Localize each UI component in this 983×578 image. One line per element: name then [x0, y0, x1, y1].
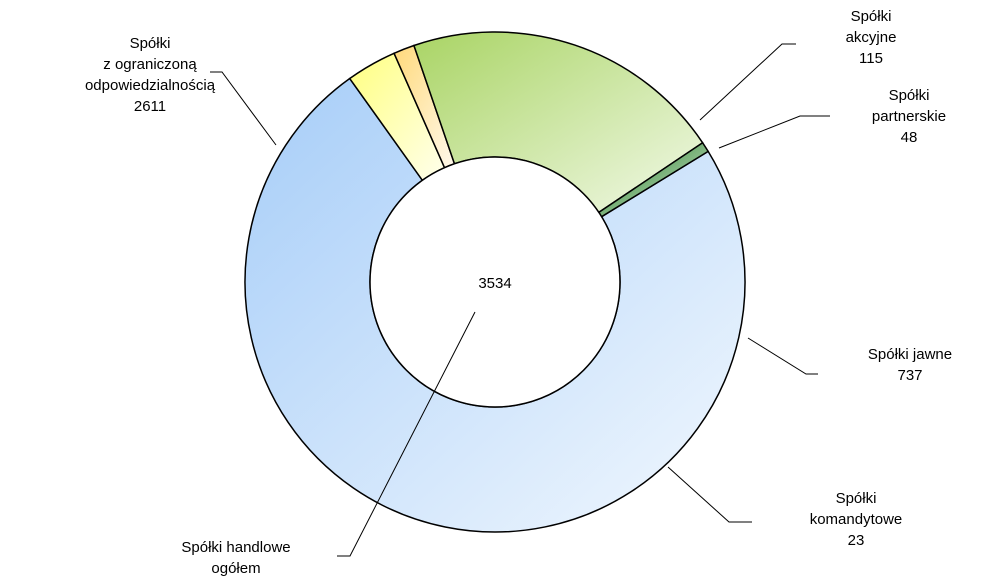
label-spolki-z-ograniczona-odpowiedzialnoscia: Spółki z ograniczoną odpowiedzialnością 261… — [85, 35, 216, 115]
label-spolki-jawne: Spółki jawne 737 — [868, 346, 952, 384]
label-center-callout: Spółki handlowe ogółem — [181, 539, 290, 577]
leader-line-center — [337, 311, 476, 557]
donut-hole — [369, 156, 621, 408]
leader-line-spolki-partnerskie — [718, 115, 830, 149]
center-callout: Spółki handlowe ogółem — [181, 311, 476, 577]
leader-lines — [210, 43, 830, 523]
leader-line-spolki-z-ograniczona-odpowiedzialnoscia — [210, 71, 277, 146]
label-spolki-akcyjne: Spółki akcyjne 115 — [846, 8, 897, 67]
leader-line-spolki-akcyjne — [699, 43, 796, 121]
label-spolki-partnerskie: Spółki partnerskie 48 — [872, 87, 946, 146]
leader-line-spolki-jawne — [747, 337, 818, 375]
leader-line-spolki-komandytowe — [667, 466, 752, 523]
center-total-label: 3534 — [478, 275, 511, 292]
label-spolki-komandytowe: Spółki komandytowe 23 — [810, 490, 903, 549]
slices-group — [244, 31, 746, 533]
slice-labels: Spółki z ograniczoną odpowiedzialnością 261… — [85, 8, 952, 549]
